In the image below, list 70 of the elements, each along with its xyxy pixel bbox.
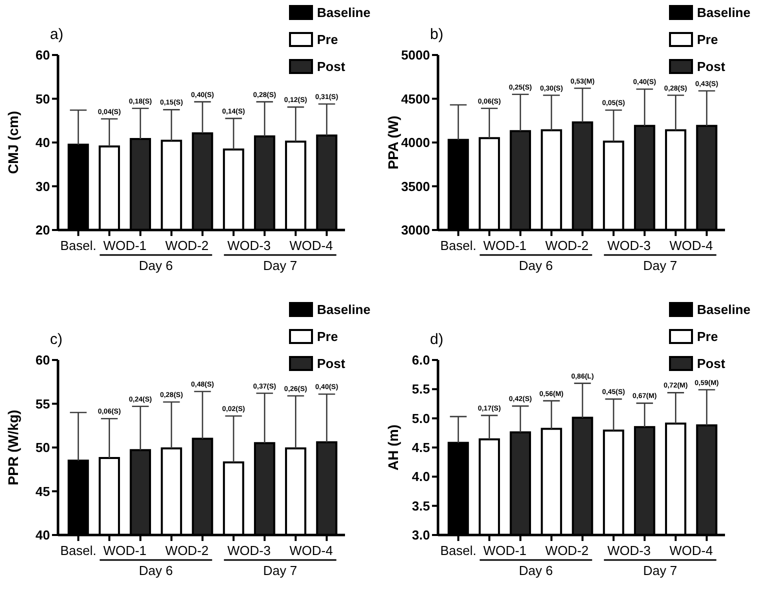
text: Day 7 (263, 563, 298, 578)
x-tick-label: WOD-1 (103, 543, 147, 558)
legend-label: Baseline (317, 302, 370, 317)
y-tick-label: 50 (36, 91, 50, 106)
y-tick-label: 4.0 (412, 469, 430, 484)
x-tick-label: WOD-3 (607, 543, 651, 558)
y-tick-label: 5.5 (412, 382, 430, 397)
legend-label: Post (317, 356, 346, 371)
chart-title: b) (430, 26, 444, 43)
y-tick-label: 5000 (401, 48, 430, 63)
text: Day 6 (518, 563, 553, 578)
y-axis-title: AH (m) (385, 424, 401, 470)
y-tick-label: 40 (36, 528, 50, 543)
y-tick-label: 4000 (401, 135, 430, 150)
x-tick-label: WOD-2 (545, 238, 589, 253)
chart-title: a) (50, 26, 64, 43)
legend-label: Pre (697, 329, 718, 344)
legend-label: Baseline (697, 5, 750, 20)
x-tick-label: WOD-1 (103, 238, 147, 253)
chart-title: c) (50, 331, 62, 348)
y-tick-label: 6.0 (412, 352, 430, 368)
x-tick-label: WOD-3 (227, 543, 271, 558)
y-tick-label: 5.0 (412, 410, 430, 426)
text: Day 7 (643, 258, 678, 273)
x-tick-label: WOD-3 (607, 238, 651, 253)
y-tick-label: 20 (36, 222, 50, 238)
y-tick-label: 4.5 (412, 440, 430, 456)
x-tick-label: WOD-3 (227, 238, 271, 253)
x-tick-label: WOD-2 (165, 238, 209, 253)
x-tick-label: WOD-4 (290, 543, 333, 558)
legend-label: Pre (697, 32, 718, 47)
x-tick-label: Basel. (440, 238, 476, 253)
legend-label: Post (317, 59, 346, 74)
x-tick-label: Basel. (60, 238, 96, 253)
text: Day 6 (138, 563, 173, 578)
x-tick-label: Basel. (60, 543, 96, 558)
x-tick-label: WOD-1 (483, 543, 527, 558)
legend-label: Post (697, 356, 726, 371)
x-tick-label: Basel. (440, 543, 476, 558)
x-tick-label: WOD-4 (670, 238, 713, 253)
text: Day 7 (263, 258, 298, 273)
y-tick-label: 3.5 (412, 498, 430, 514)
legend-label: Post (697, 59, 726, 74)
y-tick-label: 45 (36, 484, 50, 499)
y-axis-title: PPA (W) (385, 116, 401, 170)
text: Day 6 (138, 258, 173, 273)
y-tick-label: 60 (36, 48, 50, 63)
y-tick-label: 4500 (401, 91, 430, 106)
y-tick-label: 3500 (401, 178, 430, 194)
x-tick-label: WOD-4 (670, 543, 713, 558)
y-tick-label: 40 (36, 135, 50, 150)
y-tick-label: 55 (36, 396, 50, 412)
x-tick-label: WOD-2 (545, 543, 589, 558)
y-axis-title: PPR (W/kg) (5, 410, 21, 486)
y-axis-title: CMJ (cm) (5, 110, 21, 174)
legend-label: Baseline (317, 5, 370, 20)
x-tick-label: WOD-4 (290, 238, 333, 253)
legend-label: Baseline (697, 302, 750, 317)
legend-label: Pre (317, 329, 338, 344)
x-tick-label: WOD-1 (483, 238, 527, 253)
text: Day 7 (643, 563, 678, 578)
y-tick-label: 60 (36, 352, 50, 368)
x-tick-label: WOD-2 (165, 543, 209, 558)
text: Day 6 (518, 258, 553, 273)
legend-label: Pre (317, 32, 338, 47)
y-tick-label: 3000 (401, 222, 430, 238)
y-tick-label: 3.0 (412, 528, 430, 543)
chart-title: d) (430, 331, 444, 348)
y-tick-label: 30 (36, 178, 50, 194)
y-tick-label: 50 (36, 440, 50, 456)
